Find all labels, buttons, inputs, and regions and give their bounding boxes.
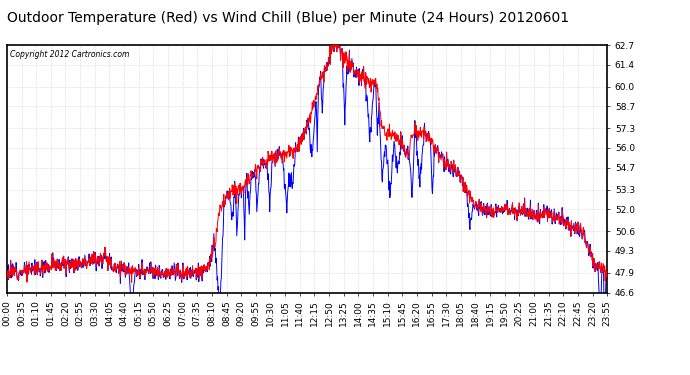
Text: Copyright 2012 Cartronics.com: Copyright 2012 Cartronics.com xyxy=(10,50,129,59)
Text: Outdoor Temperature (Red) vs Wind Chill (Blue) per Minute (24 Hours) 20120601: Outdoor Temperature (Red) vs Wind Chill … xyxy=(7,11,569,25)
